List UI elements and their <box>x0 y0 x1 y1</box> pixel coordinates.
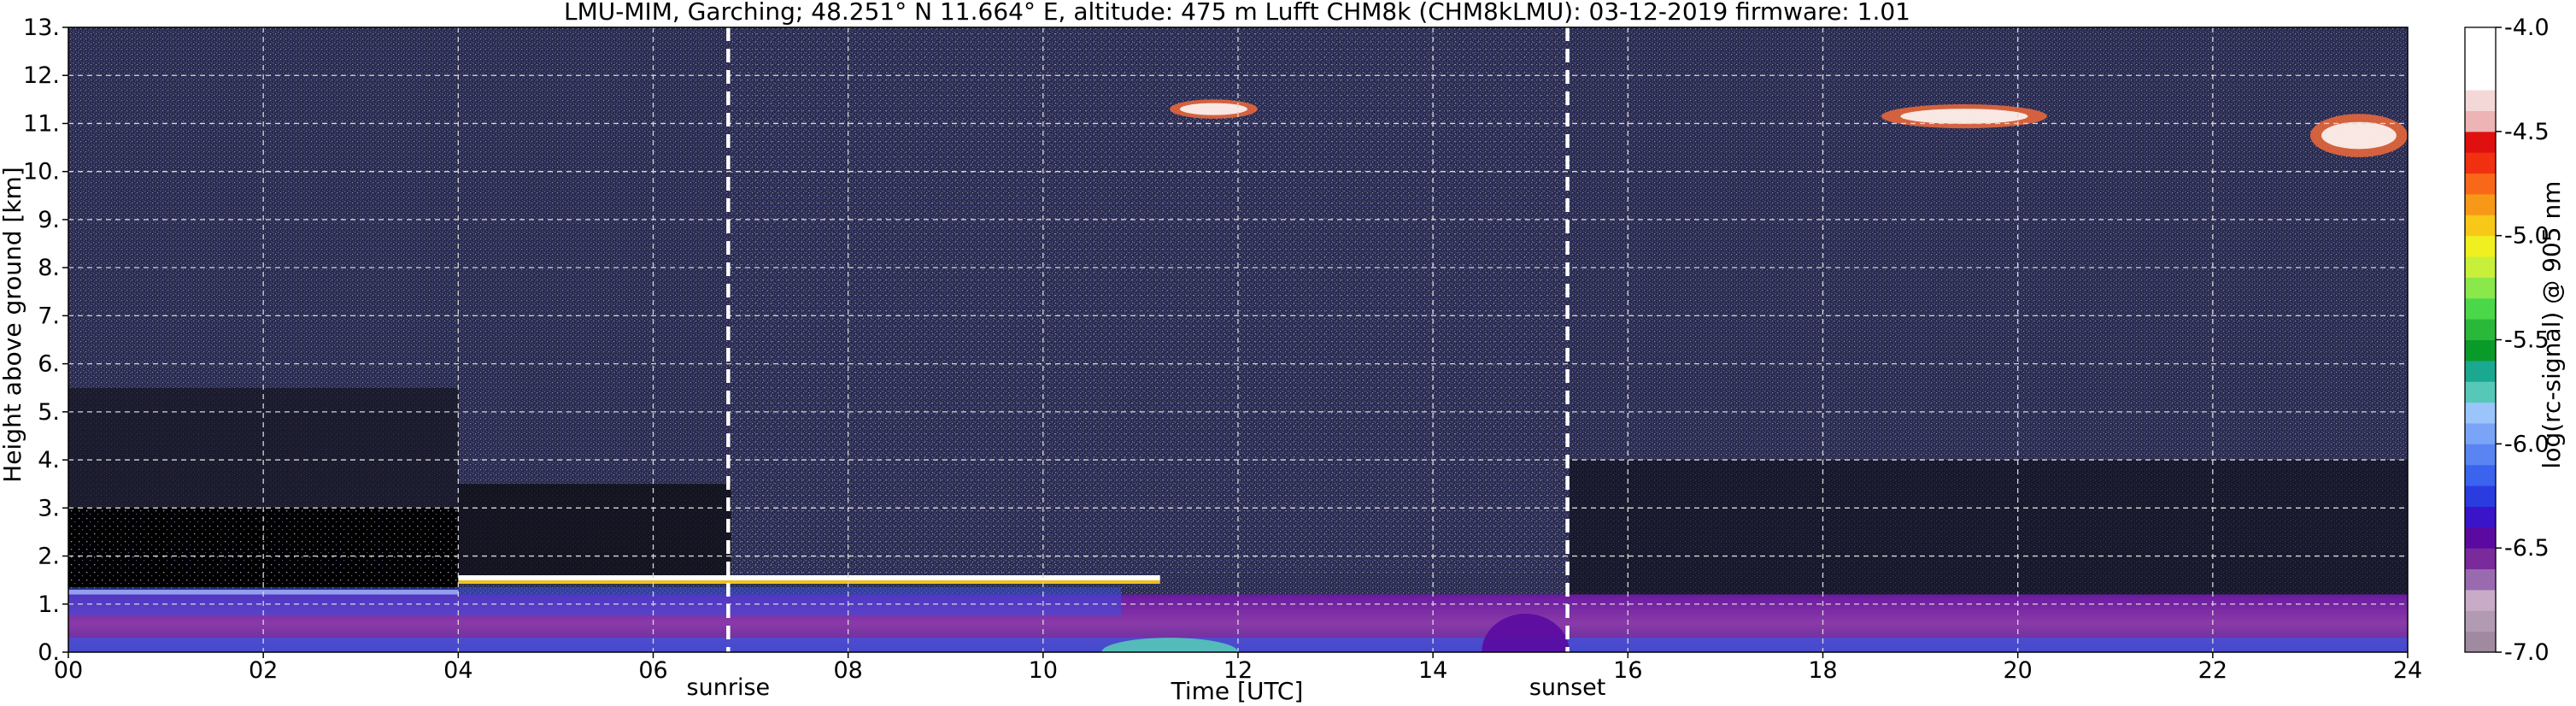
x-tick-label: 10 <box>1029 657 1058 684</box>
colorbar-segment <box>2465 402 2496 424</box>
colorbar-segment <box>2465 152 2496 174</box>
x-tick-label: 08 <box>833 657 862 684</box>
sunrise-label: sunrise <box>687 674 771 701</box>
y-tick-label: 10. <box>23 159 60 185</box>
y-tick-label: 4. <box>38 447 60 474</box>
low-level-feature <box>1101 638 1238 652</box>
colorbar-label: log(rc-signal) @ 905 nm <box>2538 181 2566 469</box>
y-tick-label: 3. <box>38 495 60 521</box>
colorbar-segment <box>2465 631 2496 653</box>
x-tick-label: 24 <box>2393 657 2422 684</box>
colorbar-tick-label: -4.0 <box>2504 15 2550 41</box>
x-tick-label: 02 <box>249 657 278 684</box>
colorbar-tick-label: -7.0 <box>2504 639 2550 666</box>
x-tick-label: 06 <box>638 657 667 684</box>
y-tick-label: 1. <box>38 591 60 618</box>
colorbar-segment <box>2465 48 2496 70</box>
x-tick-label: 16 <box>1613 657 1642 684</box>
colorbar-tick-label: -4.5 <box>2504 119 2550 145</box>
colorbar-segment <box>2465 215 2496 237</box>
y-tick-label: 5. <box>38 399 60 426</box>
colorbar-tick-label: -5.5 <box>2504 327 2550 354</box>
cirrus-core <box>1179 103 1247 115</box>
y-tick-label: 6. <box>38 351 60 378</box>
y-tick-label: 8. <box>38 255 60 281</box>
colorbar-segment <box>2465 485 2496 507</box>
colorbar-segment <box>2465 131 2496 153</box>
y-tick-label: 12. <box>23 62 60 89</box>
colorbar-segment <box>2465 444 2496 466</box>
cloud-band-edge <box>458 580 1160 585</box>
colorbar-segment <box>2465 506 2496 528</box>
colorbar-segment <box>2465 319 2496 340</box>
cirrus-core <box>1900 109 2028 124</box>
y-tick-label: 13. <box>23 15 60 41</box>
y-tick-label: 2. <box>38 544 60 570</box>
x-tick-label: 20 <box>2003 657 2032 684</box>
colorbar-segment <box>2465 360 2496 382</box>
y-tick-label: 9. <box>38 207 60 233</box>
colorbar-tick-label: -6.5 <box>2504 535 2550 562</box>
colorbar-segment <box>2465 548 2496 570</box>
y-tick-label: 7. <box>38 303 60 329</box>
y-axis-label: Height above ground [km] <box>0 167 26 483</box>
low-level-feature <box>1482 614 1570 652</box>
x-tick-label: 04 <box>443 657 472 684</box>
x-tick-label: 00 <box>54 657 83 684</box>
y-tick-label: 11. <box>23 110 60 137</box>
sunset-label: sunset <box>1529 674 1606 701</box>
x-tick-label: 14 <box>1418 657 1447 684</box>
colorbar-segment <box>2465 464 2496 486</box>
colorbar-segment <box>2465 256 2496 278</box>
cirrus-core <box>2321 121 2397 150</box>
colorbar-segment <box>2465 381 2496 403</box>
y-tick-label: 0. <box>38 639 60 666</box>
colorbar-segment <box>2465 568 2496 591</box>
cloud-band <box>458 575 1160 581</box>
colorbar-segment <box>2465 68 2496 91</box>
colorbar-segment <box>2465 422 2496 444</box>
chart-title: LMU-MIM, Garching; 48.251° N 11.664° E, … <box>564 0 1910 26</box>
x-tick-label: 18 <box>1808 657 1837 684</box>
colorbar-segment <box>2465 235 2496 257</box>
colorbar-segment <box>2465 527 2496 549</box>
colorbar-segment <box>2465 589 2496 611</box>
colorbar-segment <box>2465 193 2496 215</box>
colorbar-segment <box>2465 339 2496 362</box>
colorbar-segment <box>2465 90 2496 111</box>
colorbar-segment <box>2465 27 2496 49</box>
colorbar-segment <box>2465 297 2496 320</box>
grid-lines <box>68 27 2408 652</box>
x-tick-label: 12 <box>1223 657 1253 684</box>
colorbar-segment <box>2465 610 2496 632</box>
x-axis-label: Time [UTC] <box>1171 677 1304 705</box>
x-tick-label: 22 <box>2198 657 2227 684</box>
aerosol-layer <box>68 587 1122 616</box>
colorbar-tick-label: -5.0 <box>2504 223 2550 250</box>
colorbar-segment <box>2465 173 2496 195</box>
colorbar <box>2464 26 2497 653</box>
colorbar-segment <box>2465 110 2496 132</box>
colorbar-tick-label: -6.0 <box>2504 431 2550 457</box>
colorbar-segment <box>2465 277 2496 299</box>
